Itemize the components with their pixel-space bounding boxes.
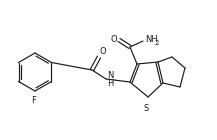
Text: 2: 2 xyxy=(155,40,159,46)
Text: S: S xyxy=(143,104,149,113)
Text: O: O xyxy=(100,47,107,56)
Text: H: H xyxy=(107,79,113,88)
Text: F: F xyxy=(31,96,36,105)
Text: NH: NH xyxy=(145,34,158,44)
Text: N: N xyxy=(107,71,113,80)
Text: O: O xyxy=(110,34,117,44)
